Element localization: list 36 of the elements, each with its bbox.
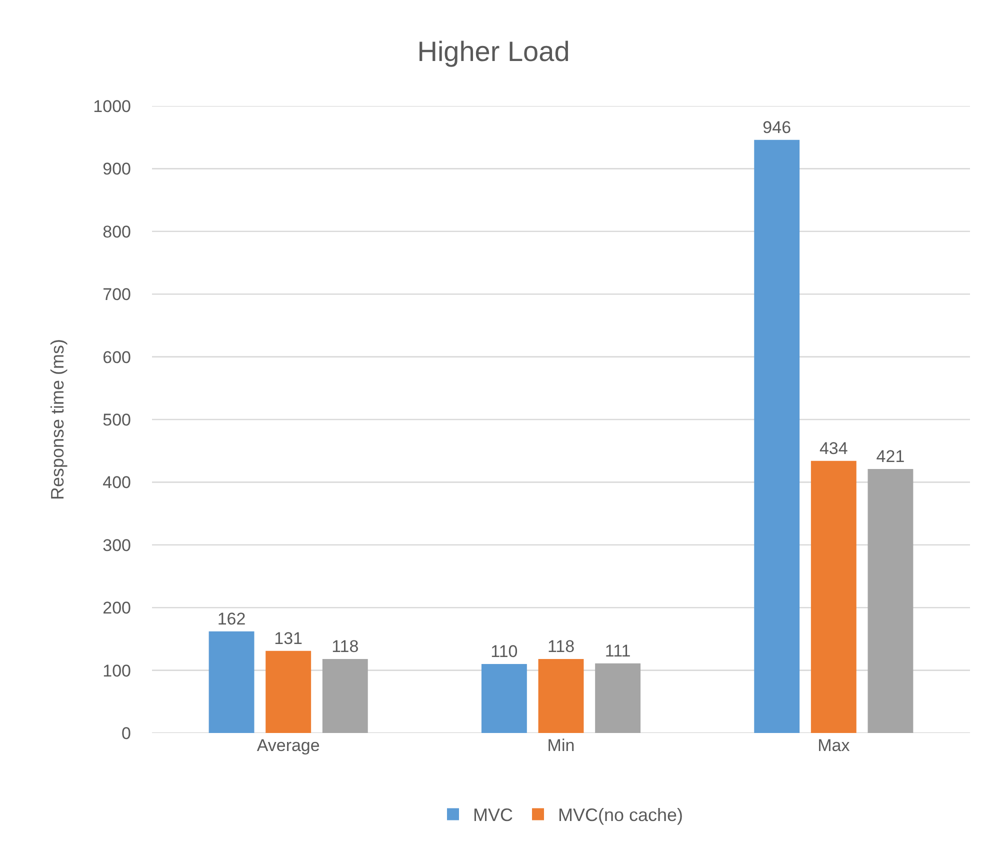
data-label: 111	[604, 641, 631, 660]
data-label: 118	[547, 637, 575, 656]
data-label: 946	[762, 118, 792, 137]
bar	[754, 140, 800, 733]
bar	[322, 659, 368, 733]
y-tick-label: 300	[102, 536, 131, 555]
x-tick-label: Min	[547, 736, 575, 755]
y-tick-label: 900	[102, 160, 131, 179]
y-tick-label: 500	[102, 410, 131, 430]
bar	[595, 663, 641, 733]
data-label: 434	[819, 438, 848, 458]
y-tick-label: 1000	[93, 96, 131, 116]
y-tick-label: 600	[102, 348, 131, 367]
chart-title: Higher Load	[417, 36, 570, 67]
data-label: 118	[332, 637, 359, 656]
legend-label: MVC	[473, 805, 513, 826]
bar	[810, 460, 856, 733]
bar	[266, 650, 312, 733]
y-axis-title: Response time (ms)	[47, 338, 68, 500]
data-label: 110	[490, 642, 518, 662]
bar	[481, 664, 527, 733]
y-tick-label: 100	[102, 661, 131, 680]
y-tick-label: 200	[102, 598, 131, 618]
bar	[538, 659, 584, 733]
data-label: 162	[217, 609, 246, 628]
y-tick-label: 700	[102, 285, 131, 304]
y-tick-label: 0	[122, 724, 131, 743]
bar	[868, 469, 914, 733]
y-tick-label: 400	[102, 473, 131, 492]
legend-label: MVC(no cache)	[558, 805, 684, 826]
x-tick-label: Max	[818, 736, 850, 755]
y-tick-label: 800	[102, 222, 131, 242]
x-tick-label: Average	[256, 736, 320, 755]
data-label: 131	[274, 628, 303, 648]
bar	[208, 631, 254, 733]
data-label: 421	[876, 447, 905, 466]
